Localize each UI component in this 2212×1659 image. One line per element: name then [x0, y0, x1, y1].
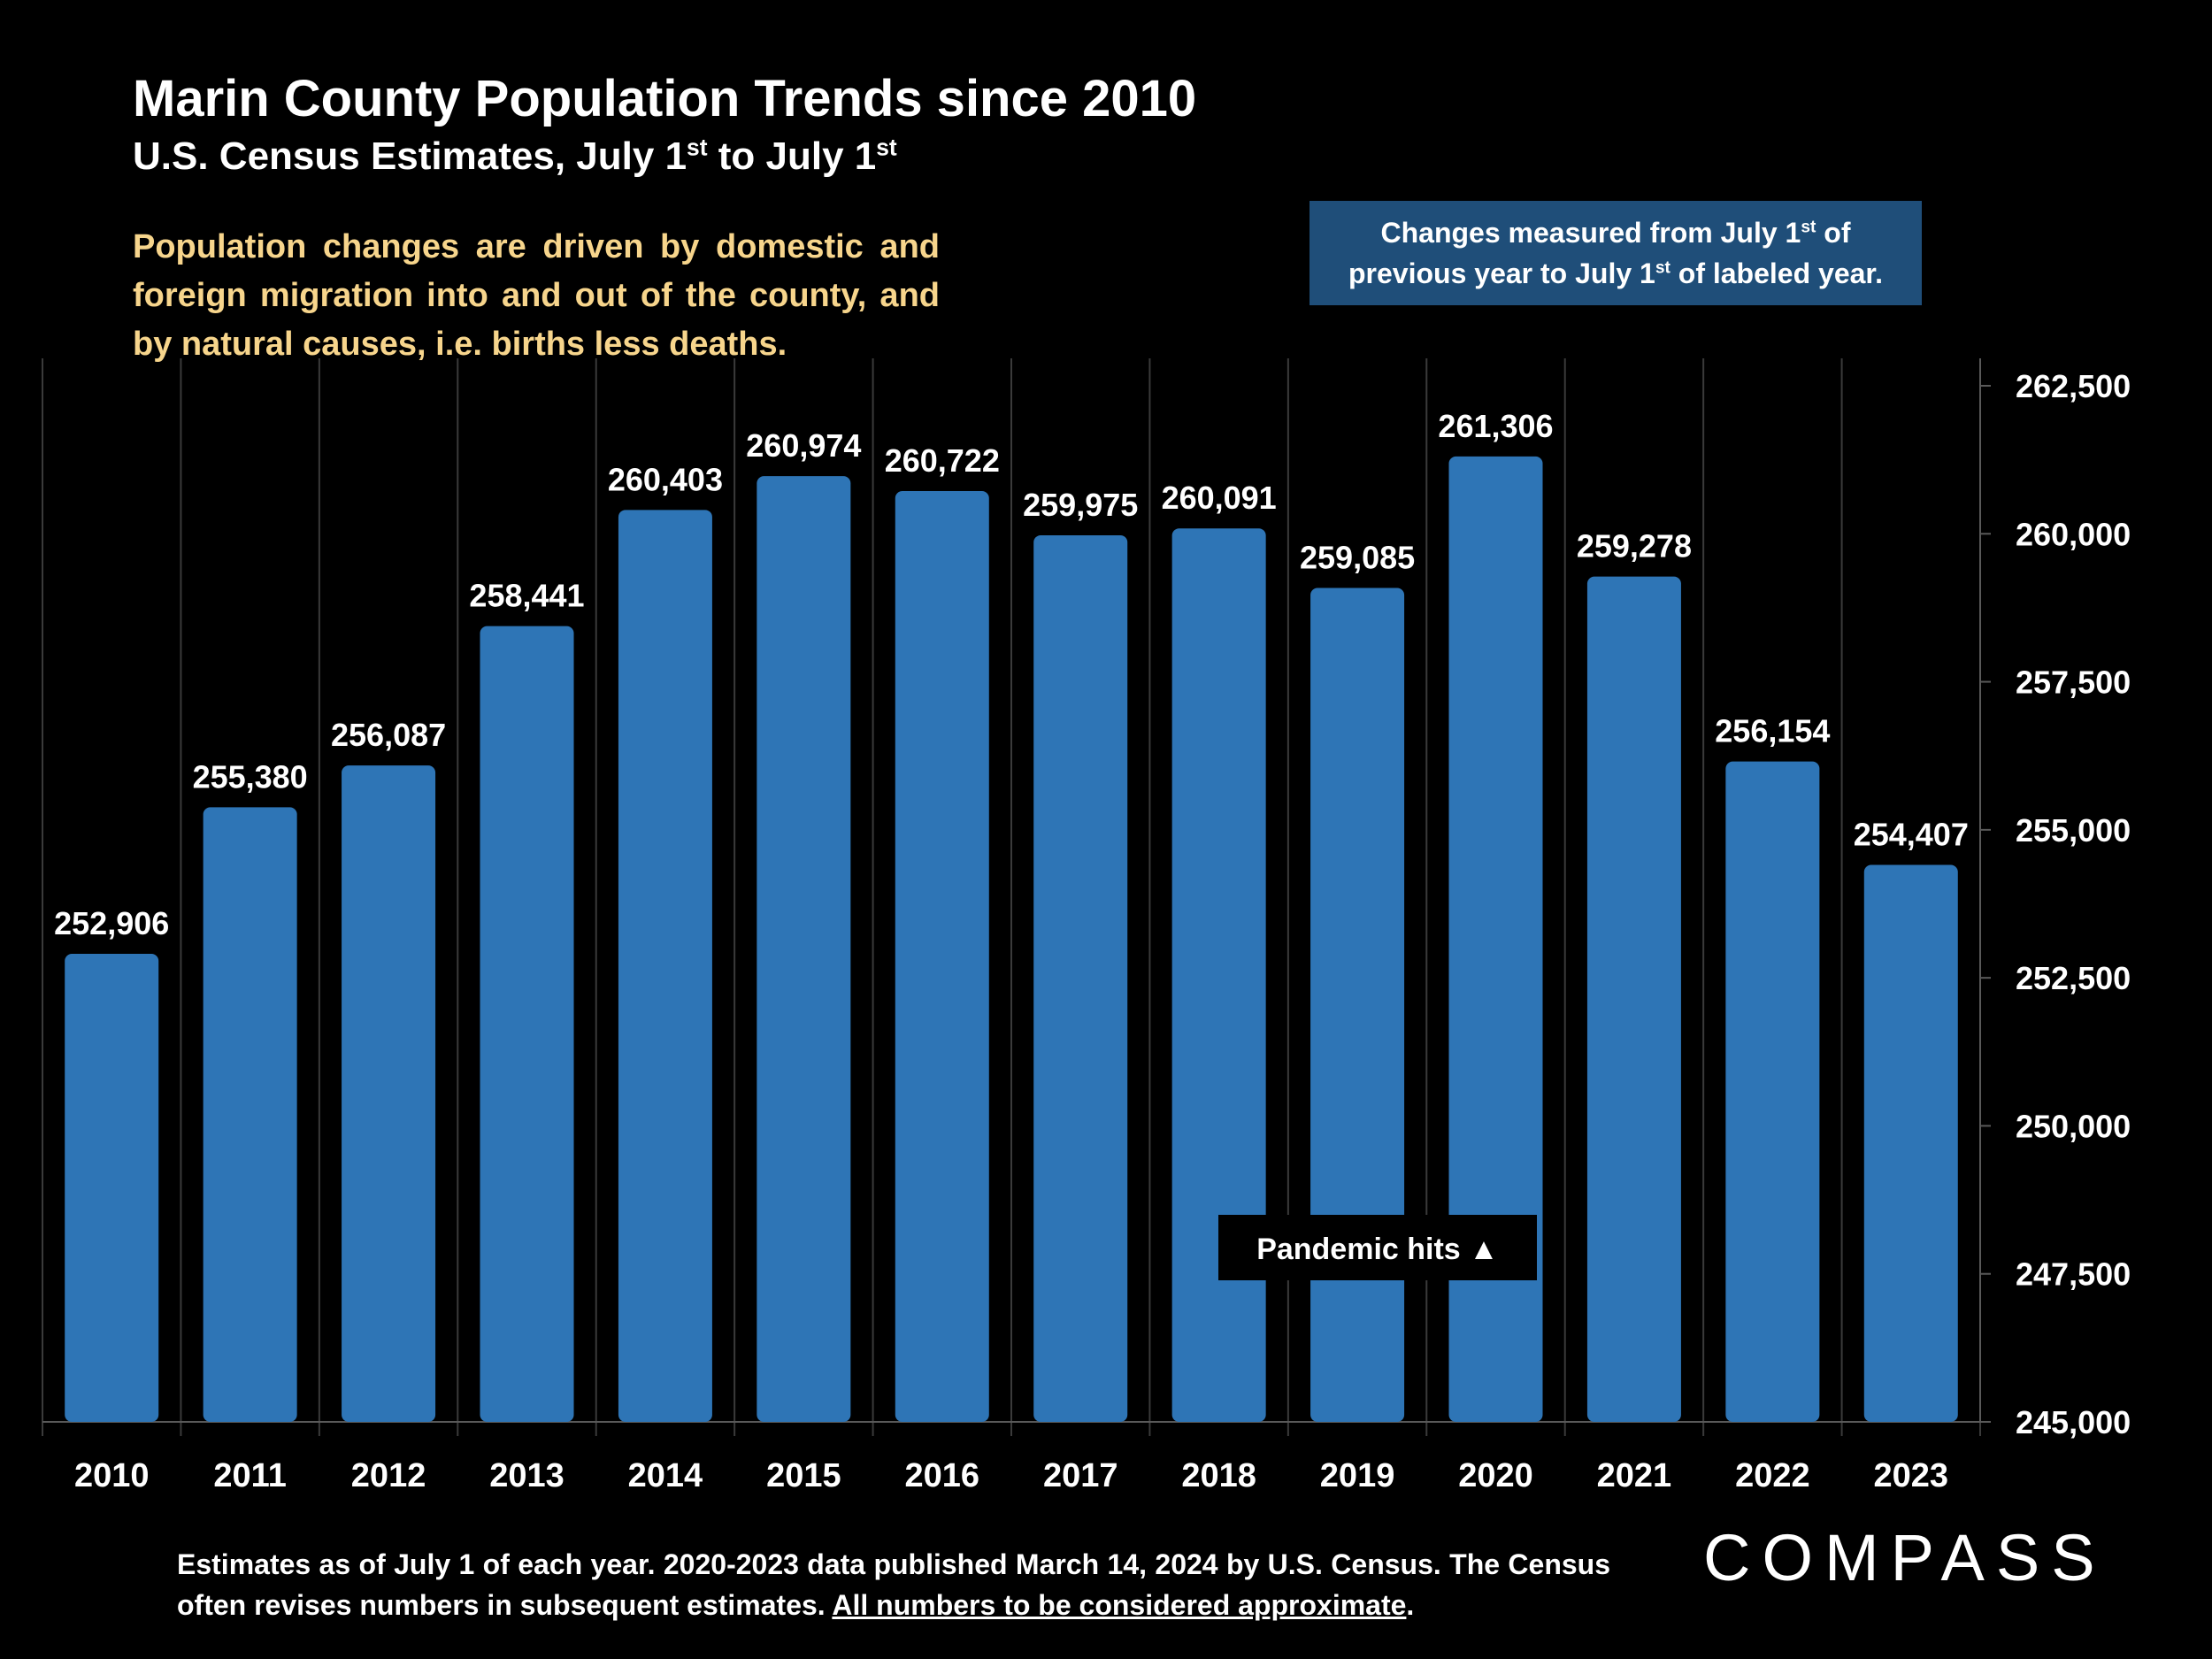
note-line-2-suffix: of labeled year.: [1670, 257, 1883, 289]
y-tick-label: 260,000: [2016, 516, 2131, 552]
note-line-1-prefix: Changes measured from July 1: [1380, 217, 1801, 249]
note-line-1-suffix: of: [1816, 217, 1851, 249]
footer-note: Estimates as of July 1 of each year. 202…: [177, 1544, 1610, 1625]
subtitle-sup-2: st: [876, 134, 897, 161]
note-box: Changes measured from July 1st of previo…: [1310, 201, 1922, 305]
bar: [757, 476, 851, 1422]
subtitle-prefix: U.S. Census Estimates, July 1: [133, 134, 687, 178]
x-tick-label: 2021: [1597, 1457, 1672, 1494]
bar: [1448, 456, 1543, 1422]
description-text: Population changes are driven by domesti…: [133, 228, 940, 363]
data-label: 260,403: [608, 461, 723, 497]
bar: [480, 626, 574, 1422]
annotation-text: Pandemic hits ▲: [1256, 1233, 1499, 1266]
data-label: 255,380: [193, 758, 308, 795]
bar: [1033, 534, 1128, 1422]
data-label: 256,154: [1715, 713, 1830, 749]
y-tick-label: 262,500: [2016, 368, 2131, 404]
data-label: 260,722: [885, 442, 1000, 479]
x-tick-label: 2018: [1181, 1457, 1256, 1494]
note-line-2-prefix: previous year to July 1: [1348, 257, 1655, 289]
y-tick-label: 252,500: [2016, 960, 2131, 996]
y-tick-label: 257,500: [2016, 664, 2131, 701]
x-tick-label: 2012: [351, 1457, 426, 1494]
data-label: 256,087: [331, 717, 446, 753]
bar: [342, 765, 436, 1422]
data-label: 260,974: [746, 427, 861, 464]
x-tick-label: 2017: [1043, 1457, 1118, 1494]
x-tick-label: 2019: [1320, 1457, 1395, 1494]
bar: [1171, 528, 1266, 1422]
x-tick-label: 2014: [628, 1457, 703, 1494]
y-tick-label: 247,500: [2016, 1256, 2131, 1293]
note-line-2-sup: st: [1655, 258, 1671, 278]
footer-end: .: [1406, 1589, 1415, 1621]
bar: [1310, 588, 1405, 1422]
footer-underlined: All numbers to be considered approximate: [832, 1589, 1407, 1621]
bar: [1586, 576, 1681, 1422]
y-tick-label: 255,000: [2016, 812, 2131, 849]
y-tick-label: 245,000: [2016, 1404, 2131, 1440]
note-line-1-sup: st: [1801, 218, 1816, 237]
bar: [895, 490, 989, 1422]
data-label: 252,906: [54, 905, 169, 941]
x-tick-label: 2022: [1735, 1457, 1810, 1494]
chart-subtitle: U.S. Census Estimates, July 1st to July …: [133, 134, 897, 179]
compass-logo: COMPASS: [1703, 1521, 2107, 1594]
data-label: 259,085: [1300, 540, 1415, 576]
data-label: 254,407: [1854, 817, 1969, 853]
note-line-1: Changes measured from July 1st of: [1310, 212, 1922, 253]
x-tick-label: 2015: [766, 1457, 841, 1494]
data-label: 259,278: [1577, 528, 1692, 565]
bar: [203, 807, 297, 1422]
bar: [65, 953, 159, 1422]
data-label: 261,306: [1438, 408, 1553, 444]
subtitle-middle: to July 1: [707, 134, 877, 178]
x-tick-label: 2010: [74, 1457, 150, 1494]
bar: [1725, 761, 1820, 1422]
bar-chart: 245,000 247,500 250,000 252,500 255,000 257,5…: [42, 358, 2131, 1494]
data-label: 258,441: [469, 578, 584, 614]
chart-title: Marin County Population Trends since 201…: [133, 70, 1197, 127]
bar: [1863, 864, 1958, 1422]
bar: [618, 510, 712, 1422]
data-label: 259,975: [1023, 487, 1138, 523]
footer-text: Estimates as of July 1 of each year. 202…: [177, 1548, 1610, 1621]
y-tick-label: 250,000: [2016, 1108, 2131, 1144]
annotation-box: [1218, 1215, 1537, 1280]
x-tick-label: 2023: [1874, 1457, 1949, 1494]
note-line-2: previous year to July 1st of labeled yea…: [1310, 253, 1922, 294]
x-tick-label: 2020: [1458, 1457, 1533, 1494]
data-label: 260,091: [1162, 480, 1277, 516]
x-tick-label: 2016: [905, 1457, 980, 1494]
x-tick-label: 2011: [213, 1457, 286, 1494]
subtitle-sup-1: st: [687, 134, 708, 161]
x-tick-label: 2013: [489, 1457, 565, 1494]
